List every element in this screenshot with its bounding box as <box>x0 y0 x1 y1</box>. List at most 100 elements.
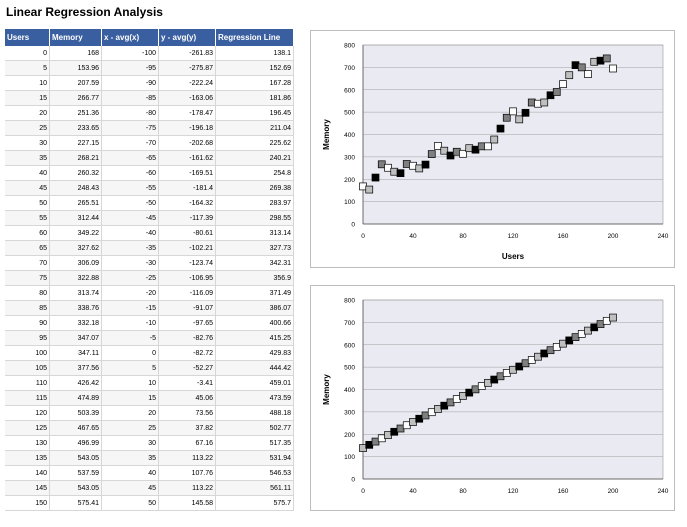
data-point[interactable] <box>434 142 442 150</box>
cell-memory: 312.44 <box>49 210 102 226</box>
cell-memory: 248.43 <box>49 180 102 196</box>
cell-y-dev: -97.65 <box>158 315 216 331</box>
table-row[interactable]: 55 312.44 -45 -117.39 298.55 <box>5 210 294 226</box>
data-point[interactable] <box>515 115 524 124</box>
cell-regression: 356.9 <box>215 270 294 286</box>
table-row[interactable]: 70 306.09 -30 -123.74 342.31 <box>5 255 294 271</box>
cell-regression: 502.77 <box>215 420 294 436</box>
table-row[interactable]: 85 338.76 -15 -91.07 386.07 <box>5 300 294 316</box>
cell-regression: 313.14 <box>215 225 294 241</box>
cell-y-dev: -123.74 <box>158 255 216 271</box>
cell-users: 125 <box>5 420 50 436</box>
table-row[interactable]: 90 332.18 -10 -97.65 400.66 <box>5 315 294 331</box>
cell-memory: 426.42 <box>49 375 102 391</box>
cell-memory: 313.74 <box>49 285 102 301</box>
table-row[interactable]: 60 349.22 -40 -80.61 313.14 <box>5 225 294 241</box>
data-point[interactable] <box>421 160 430 169</box>
table-row[interactable]: 150 575.41 50 145.58 575.7 <box>5 495 294 511</box>
table-row[interactable]: 105 377.56 5 -52.27 444.42 <box>5 360 294 376</box>
cell-x-dev: -60 <box>101 165 159 181</box>
col-header-regression[interactable]: Regression Line <box>215 29 294 46</box>
cell-regression: 459.01 <box>215 375 294 391</box>
cell-memory: 377.56 <box>49 360 102 376</box>
data-point[interactable] <box>371 173 380 182</box>
data-point[interactable] <box>484 142 492 151</box>
cell-y-dev: -164.32 <box>158 195 216 211</box>
col-header-memory[interactable]: Memory <box>49 29 102 46</box>
cell-x-dev: -25 <box>101 270 159 286</box>
data-point[interactable] <box>521 108 530 117</box>
data-point[interactable] <box>384 163 392 172</box>
data-point[interactable] <box>577 63 586 72</box>
table-row[interactable]: 30 227.15 -70 -202.68 225.62 <box>5 135 294 151</box>
data-point[interactable] <box>427 150 436 158</box>
cell-y-dev: -82.72 <box>158 345 216 361</box>
cell-memory: 260.32 <box>49 165 102 181</box>
table-row[interactable]: 40 260.32 -60 -169.51 254.8 <box>5 165 294 181</box>
table-row[interactable]: 15 266.77 -85 -163.06 181.86 <box>5 90 294 106</box>
data-point[interactable] <box>440 146 449 155</box>
cell-memory: 543.05 <box>49 480 102 496</box>
data-point[interactable] <box>559 80 567 89</box>
data-point[interactable] <box>609 64 617 73</box>
y-tick-label: 500 <box>344 110 355 117</box>
cell-y-dev: -117.39 <box>158 210 216 226</box>
table-row[interactable]: 95 347.07 -5 -82.76 415.25 <box>5 330 294 346</box>
table-row[interactable]: 145 543.05 45 113.22 561.11 <box>5 480 294 496</box>
table-row[interactable]: 50 265.51 -50 -164.32 283.97 <box>5 195 294 211</box>
table-row[interactable]: 130 496.99 30 67.16 517.35 <box>5 435 294 451</box>
data-point[interactable] <box>502 113 511 122</box>
cell-regression: 196.45 <box>215 105 294 121</box>
data-point[interactable] <box>365 185 374 194</box>
data-point[interactable] <box>552 88 561 96</box>
y-tick-label: 600 <box>344 87 355 94</box>
data-point[interactable] <box>602 54 611 63</box>
x-axis-label: Users <box>502 252 525 261</box>
cell-regression: 473.59 <box>215 390 294 406</box>
data-point[interactable] <box>459 149 467 158</box>
cell-y-dev: -3.41 <box>158 375 216 391</box>
cell-memory: 467.65 <box>49 420 102 436</box>
table-row[interactable]: 75 322.88 -25 -106.95 356.9 <box>5 270 294 286</box>
table-row[interactable]: 140 537.59 40 107.76 546.53 <box>5 465 294 481</box>
table-row[interactable]: 65 327.62 -35 -102.21 327.73 <box>5 240 294 256</box>
data-point[interactable] <box>584 70 592 78</box>
table-row[interactable]: 100 347.11 0 -82.72 429.83 <box>5 345 294 361</box>
y-tick-label: 200 <box>344 432 355 439</box>
y-tick-label: 600 <box>344 342 355 349</box>
table-row[interactable]: 35 268.21 -65 -161.62 240.21 <box>5 150 294 166</box>
table-row[interactable]: 115 474.89 15 45.06 473.59 <box>5 390 294 406</box>
table-row[interactable]: 45 248.43 -55 -181.4 269.38 <box>5 180 294 196</box>
data-point[interactable] <box>609 313 617 322</box>
cell-x-dev: 5 <box>101 360 159 376</box>
cell-x-dev: 30 <box>101 435 159 451</box>
table-row[interactable]: 135 543.05 35 113.22 531.94 <box>5 450 294 466</box>
data-point[interactable] <box>396 169 405 178</box>
col-header-users[interactable]: Users <box>5 29 50 46</box>
data-point[interactable] <box>540 98 549 107</box>
table-row[interactable]: 110 426.42 10 -3.41 459.01 <box>5 375 294 391</box>
cell-y-dev: 113.22 <box>158 480 216 496</box>
table-row[interactable]: 125 467.65 25 37.82 502.77 <box>5 420 294 436</box>
cell-y-dev: -80.61 <box>158 225 216 241</box>
cell-users: 45 <box>5 180 50 196</box>
data-point[interactable] <box>490 135 499 144</box>
cell-y-dev: 37.82 <box>158 420 216 436</box>
cell-users: 50 <box>5 195 50 211</box>
cell-regression: 283.97 <box>215 195 294 211</box>
table-row[interactable]: 25 233.65 -75 -196.18 211.04 <box>5 120 294 136</box>
table-row[interactable]: 80 313.74 -20 -116.09 371.49 <box>5 285 294 301</box>
table-row[interactable]: 5 153.96 -95 -275.87 152.69 <box>5 60 294 76</box>
cell-x-dev: 20 <box>101 405 159 421</box>
table-row[interactable]: 0 168 -100 -261.83 138.1 <box>5 46 294 61</box>
table-row[interactable]: 20 251.36 -80 -178.47 196.45 <box>5 105 294 121</box>
x-tick-label: 120 <box>508 233 519 240</box>
data-point[interactable] <box>565 71 574 80</box>
table-row[interactable]: 10 207.59 -90 -222.24 167.28 <box>5 75 294 91</box>
cell-users: 105 <box>5 360 50 376</box>
col-header-x-dev[interactable]: x - avg(x) <box>101 29 159 46</box>
data-point[interactable] <box>496 124 505 133</box>
data-point[interactable] <box>509 107 517 116</box>
col-header-y-dev[interactable]: y - avg(y) <box>158 29 216 46</box>
table-row[interactable]: 120 503.39 20 73.56 488.18 <box>5 405 294 421</box>
